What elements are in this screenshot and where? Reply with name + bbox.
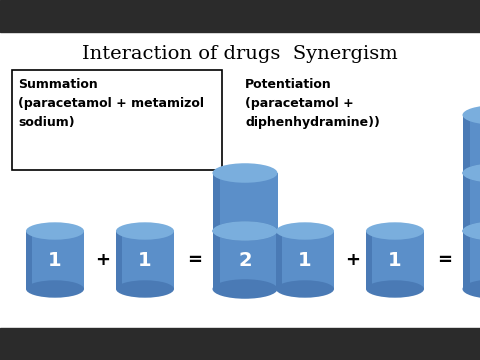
Text: 1: 1 [388, 251, 402, 270]
Bar [463, 173, 469, 231]
Ellipse shape [366, 280, 424, 298]
Bar [213, 173, 220, 231]
Ellipse shape [213, 279, 277, 299]
Bar [463, 115, 480, 173]
Ellipse shape [116, 222, 174, 240]
Text: 1: 1 [138, 251, 152, 270]
Bar [463, 231, 480, 289]
Ellipse shape [463, 105, 480, 125]
Bar [276, 231, 334, 289]
Bar [116, 231, 174, 289]
Bar [116, 231, 122, 289]
Text: Interaction of drugs  Synergism: Interaction of drugs Synergism [82, 45, 398, 63]
Bar [463, 231, 469, 289]
Ellipse shape [276, 280, 334, 298]
Ellipse shape [213, 221, 277, 241]
Bar [463, 173, 480, 231]
Text: +: + [346, 251, 360, 269]
Ellipse shape [213, 221, 277, 241]
Bar [276, 231, 282, 289]
Ellipse shape [463, 221, 480, 241]
Bar [213, 231, 277, 289]
Ellipse shape [116, 280, 174, 298]
Bar [213, 231, 220, 289]
Text: =: = [188, 251, 203, 269]
Text: +: + [96, 251, 110, 269]
Ellipse shape [26, 280, 84, 298]
Ellipse shape [463, 163, 480, 183]
Ellipse shape [276, 222, 334, 240]
Bar [12, 70, 222, 170]
Bar [0, 328, 480, 360]
Ellipse shape [213, 163, 277, 183]
Bar [366, 231, 372, 289]
Ellipse shape [26, 222, 84, 240]
Text: Potentiation
(paracetamol +
diphenhydramine)): Potentiation (paracetamol + diphenhydram… [245, 78, 380, 129]
Text: 1: 1 [298, 251, 312, 270]
Text: =: = [437, 251, 453, 269]
Bar [26, 231, 84, 289]
Bar [463, 115, 469, 173]
Ellipse shape [463, 221, 480, 241]
Ellipse shape [366, 222, 424, 240]
Ellipse shape [463, 163, 480, 183]
Bar [0, 0, 480, 32]
Ellipse shape [463, 279, 480, 299]
Bar [213, 173, 277, 231]
Text: 1: 1 [48, 251, 62, 270]
Bar [26, 231, 32, 289]
Text: Summation
(paracetamol + metamizol
sodium): Summation (paracetamol + metamizol sodiu… [18, 78, 204, 129]
Bar [366, 231, 424, 289]
Text: 2: 2 [238, 251, 252, 270]
